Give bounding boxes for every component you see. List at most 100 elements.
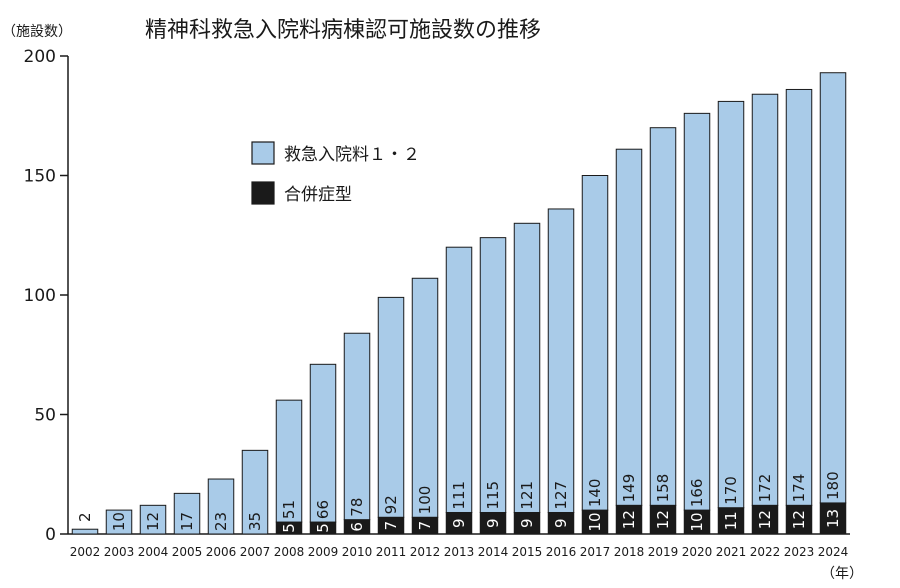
x-tick-label: 2007 bbox=[240, 545, 271, 559]
y-tick-label: 0 bbox=[45, 525, 56, 545]
bar-value-label: 140 bbox=[586, 479, 604, 508]
x-tick-label: 2004 bbox=[138, 545, 169, 559]
bar-value-label: 9 bbox=[450, 518, 468, 528]
bar-value-label: 158 bbox=[654, 474, 672, 503]
bar-value-label: 7 bbox=[382, 521, 400, 531]
bar-value-label: 12 bbox=[756, 510, 774, 529]
bar-segment-complication-type bbox=[615, 504, 643, 535]
bar-segment-emergency-1-2 bbox=[139, 504, 167, 535]
x-tick-label: 2012 bbox=[410, 545, 441, 559]
bar-value-label: 5 bbox=[280, 523, 298, 533]
bar-segment-emergency-1-2 bbox=[785, 88, 813, 506]
bar-segment-emergency-1-2 bbox=[547, 208, 575, 513]
x-tick-label: 2017 bbox=[580, 545, 611, 559]
bar-segment-emergency-1-2 bbox=[275, 399, 303, 523]
bar-value-label: 13 bbox=[824, 509, 842, 528]
legend: 救急入院料１・２ 合併症型 bbox=[251, 141, 420, 205]
bar-value-label: 149 bbox=[620, 474, 638, 503]
x-tick-label: 2023 bbox=[784, 545, 815, 559]
y-tick-label: 150 bbox=[24, 167, 56, 187]
bar-value-label: 9 bbox=[484, 518, 502, 528]
y-tick-label: 100 bbox=[24, 286, 56, 306]
bar-value-label: 17 bbox=[178, 512, 196, 531]
bar-segment-emergency-1-2 bbox=[343, 332, 371, 521]
bar-value-label: 66 bbox=[314, 500, 332, 519]
x-tick-label: 2006 bbox=[206, 545, 237, 559]
x-tick-label: 2003 bbox=[104, 545, 135, 559]
x-tick-label: 2008 bbox=[274, 545, 305, 559]
x-tick-label: 2011 bbox=[376, 545, 407, 559]
x-tick-label: 2021 bbox=[716, 545, 747, 559]
bar-value-label: 10 bbox=[586, 513, 604, 532]
y-axis-unit-label: （施設数） bbox=[2, 24, 72, 40]
bar-segment-emergency-1-2 bbox=[717, 100, 745, 509]
bar-value-label: 10 bbox=[688, 513, 706, 532]
bar-value-label: 12 bbox=[144, 512, 162, 531]
chart-title: 精神科救急入院料病棟認可施設数の推移 bbox=[145, 18, 541, 43]
bar-segment-complication-type bbox=[649, 504, 677, 535]
bar-value-label: 11 bbox=[722, 511, 740, 530]
y-axis-ticks: 0 50 100 150 200 bbox=[24, 47, 68, 545]
bar-value-label: 180 bbox=[824, 471, 842, 500]
legend-label-emergency-1-2: 救急入院料１・２ bbox=[284, 145, 420, 165]
bar-value-label: 127 bbox=[552, 481, 570, 510]
bar-value-label: 10 bbox=[110, 512, 128, 531]
bar-value-label: 115 bbox=[484, 481, 502, 510]
bar-value-label: 166 bbox=[688, 479, 706, 508]
x-axis-ticks: 2002 2003 2004 2005 2006 2007 2008 2009 2010 2011… bbox=[70, 545, 849, 559]
bar-value-label: 174 bbox=[790, 474, 808, 503]
bar-segment-emergency-1-2 bbox=[445, 246, 473, 513]
bar-value-label: 9 bbox=[552, 518, 570, 528]
bar-value-label: 5 bbox=[314, 523, 332, 533]
bar-value-label: 172 bbox=[756, 474, 774, 503]
x-tick-label: 2002 bbox=[70, 545, 101, 559]
bar-segment-emergency-1-2 bbox=[751, 93, 779, 506]
bar-segment-emergency-1-2 bbox=[377, 296, 405, 518]
bar-segment-emergency-1-2 bbox=[615, 148, 643, 506]
bar-segment-emergency-1-2 bbox=[479, 237, 507, 513]
bar-segment-complication-type bbox=[751, 504, 779, 535]
x-tick-label: 2016 bbox=[546, 545, 577, 559]
bar-segment-emergency-1-2 bbox=[241, 449, 269, 535]
bar-segment-emergency-1-2 bbox=[411, 277, 439, 518]
bar-value-label: 6 bbox=[348, 522, 366, 532]
bar-segment-emergency-1-2 bbox=[309, 363, 337, 523]
x-tick-label: 2009 bbox=[308, 545, 339, 559]
x-tick-label: 2018 bbox=[614, 545, 645, 559]
legend-label-complication-type: 合併症型 bbox=[284, 185, 352, 205]
bar-value-label: 121 bbox=[518, 481, 536, 510]
bar-segment-emergency-1-2 bbox=[513, 222, 541, 513]
x-tick-label: 2013 bbox=[444, 545, 475, 559]
bar-value-label: 51 bbox=[280, 500, 298, 519]
x-axis-unit-label: （年） bbox=[821, 566, 863, 582]
x-tick-label: 2019 bbox=[648, 545, 679, 559]
bar-value-label: 12 bbox=[654, 510, 672, 529]
bar-value-label: 78 bbox=[348, 498, 366, 517]
x-tick-label: 2024 bbox=[818, 545, 849, 559]
x-tick-label: 2005 bbox=[172, 545, 203, 559]
bar-value-label: 2 bbox=[76, 512, 94, 522]
bar-segment-complication-type bbox=[785, 504, 813, 535]
bar-value-label: 23 bbox=[212, 512, 230, 531]
bar-segment-emergency-1-2 bbox=[71, 528, 99, 535]
bar-value-label: 12 bbox=[620, 510, 638, 529]
x-tick-label: 2010 bbox=[342, 545, 373, 559]
bar-segment-emergency-1-2 bbox=[819, 72, 847, 504]
bar-segment-emergency-1-2 bbox=[581, 175, 609, 511]
y-tick-label: 200 bbox=[24, 47, 56, 67]
x-tick-label: 2014 bbox=[478, 545, 509, 559]
bar-value-label: 170 bbox=[722, 476, 740, 505]
bar-value-label: 7 bbox=[416, 521, 434, 531]
bar-segment-emergency-1-2 bbox=[649, 127, 677, 506]
bar-value-label: 92 bbox=[382, 495, 400, 514]
x-tick-label: 2015 bbox=[512, 545, 543, 559]
bar-value-label: 9 bbox=[518, 518, 536, 528]
bar-value-label: 111 bbox=[450, 481, 468, 510]
bar-segment-emergency-1-2 bbox=[105, 509, 133, 535]
bar-value-label: 35 bbox=[246, 512, 264, 531]
bar-value-label: 100 bbox=[416, 486, 434, 515]
bar-segment-emergency-1-2 bbox=[683, 112, 711, 511]
x-tick-label: 2020 bbox=[682, 545, 713, 559]
bar-segment-emergency-1-2 bbox=[207, 478, 235, 535]
